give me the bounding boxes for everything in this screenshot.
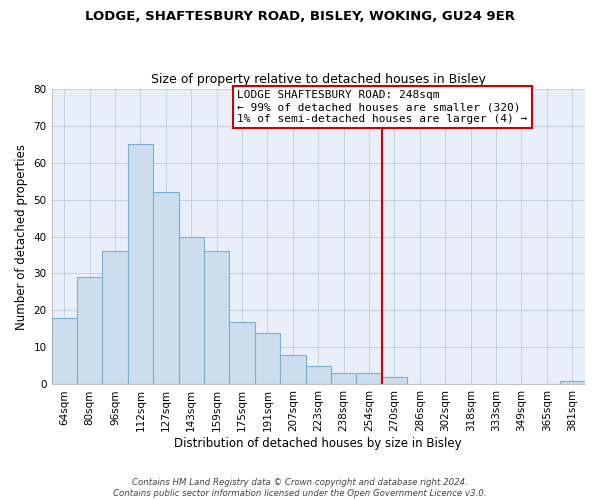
X-axis label: Distribution of detached houses by size in Bisley: Distribution of detached houses by size … <box>175 437 462 450</box>
Bar <box>204 252 229 384</box>
Bar <box>280 355 305 384</box>
Y-axis label: Number of detached properties: Number of detached properties <box>15 144 28 330</box>
Bar <box>560 381 585 384</box>
Title: Size of property relative to detached houses in Bisley: Size of property relative to detached ho… <box>151 73 486 86</box>
Bar <box>128 144 153 384</box>
Bar <box>255 332 280 384</box>
Bar <box>179 236 204 384</box>
Bar <box>229 322 255 384</box>
Bar <box>305 366 331 384</box>
Bar <box>77 277 103 384</box>
Text: LODGE, SHAFTESBURY ROAD, BISLEY, WOKING, GU24 9ER: LODGE, SHAFTESBURY ROAD, BISLEY, WOKING,… <box>85 10 515 23</box>
Bar <box>153 192 179 384</box>
Bar <box>103 252 128 384</box>
Bar <box>356 374 382 384</box>
Text: LODGE SHAFTESBURY ROAD: 248sqm
← 99% of detached houses are smaller (320)
1% of : LODGE SHAFTESBURY ROAD: 248sqm ← 99% of … <box>237 90 527 124</box>
Text: Contains HM Land Registry data © Crown copyright and database right 2024.
Contai: Contains HM Land Registry data © Crown c… <box>113 478 487 498</box>
Bar <box>331 374 356 384</box>
Bar <box>52 318 77 384</box>
Bar <box>382 377 407 384</box>
